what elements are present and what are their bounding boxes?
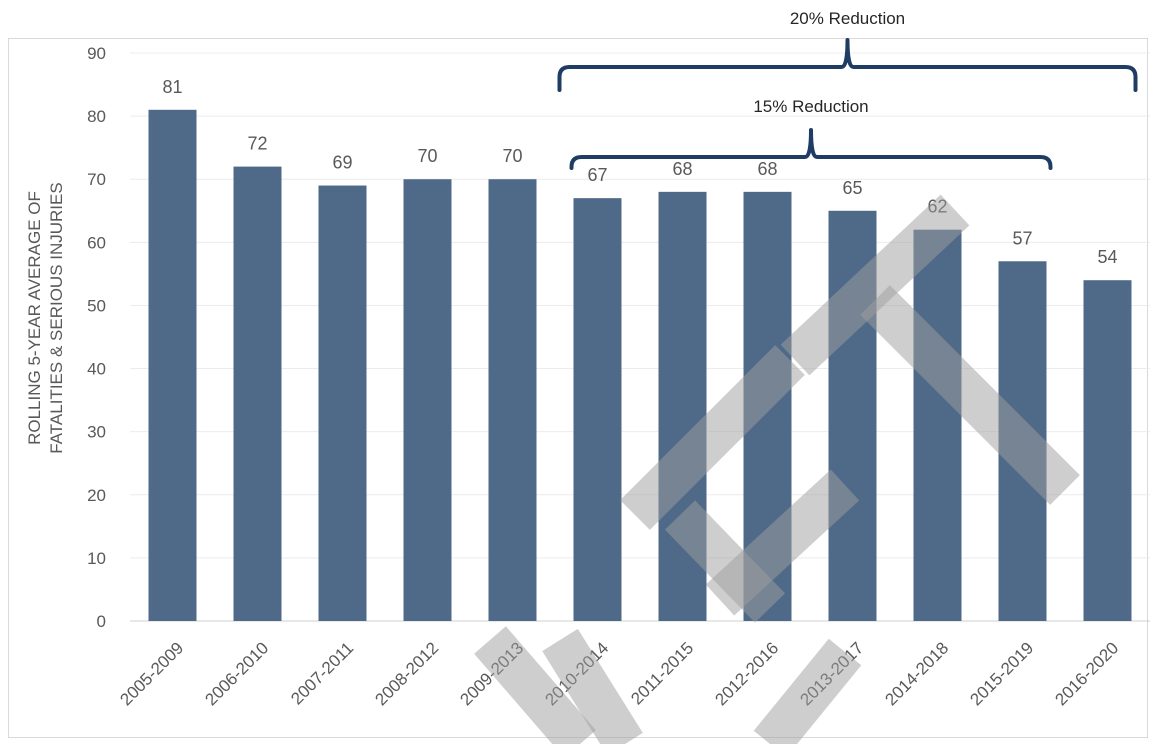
y-axis-label-line-1: ROLLING 5-YEAR AVERAGE OF [25, 191, 44, 445]
gridlines [130, 52, 1150, 622]
bar [233, 166, 282, 621]
data-label: 54 [1097, 247, 1117, 267]
x-tick-label: 2008-2012 [371, 638, 442, 709]
data-label: 81 [162, 77, 182, 97]
bar [403, 179, 452, 621]
watermark-stroke [542, 628, 643, 744]
y-tick-label: 30 [87, 423, 106, 442]
data-label: 65 [842, 178, 862, 198]
y-tick-label: 40 [87, 360, 106, 379]
x-tick-label: 2007-2011 [287, 638, 357, 708]
x-tick-label: 2016-2020 [1051, 638, 1122, 709]
bar [1083, 280, 1132, 621]
data-label: 68 [757, 159, 777, 179]
bar [148, 109, 197, 622]
x-tick-label: 2006-2010 [201, 638, 272, 709]
y-tick-label: 20 [87, 486, 106, 505]
x-tick-label: 2005-2009 [116, 638, 187, 709]
y-axis-ticks: 0 10 20 30 40 50 60 70 80 90 [87, 44, 106, 631]
watermark-stroke [780, 194, 970, 376]
data-label: 68 [672, 159, 692, 179]
x-tick-label: 2012-2016 [711, 638, 782, 709]
y-tick-label: 50 [87, 296, 106, 315]
data-label: 72 [247, 134, 267, 154]
reduction-bracket [569, 128, 1053, 170]
data-label: 70 [417, 146, 437, 166]
bar [488, 179, 537, 621]
data-label: 70 [502, 146, 522, 166]
data-label: 57 [1012, 228, 1032, 248]
data-label: 67 [587, 165, 607, 185]
reduction-annotations: 20% Reduction 15% Reduction [557, 9, 1138, 170]
y-tick-label: 10 [87, 549, 106, 568]
reduction-annotation-label: 15% Reduction [753, 97, 868, 116]
watermark-stroke [620, 345, 805, 530]
bars [148, 109, 1132, 622]
bar [913, 229, 962, 621]
y-axis-label: ROLLING 5-YEAR AVERAGE OF FATALITIES & S… [25, 182, 66, 453]
y-tick-label: 60 [87, 233, 106, 252]
reduction-bracket [557, 38, 1138, 92]
y-tick-label: 90 [87, 44, 106, 63]
x-tick-label: 2014-2018 [881, 638, 952, 709]
watermark-stroke [860, 285, 1080, 505]
watermark-stroke [705, 469, 860, 616]
y-tick-label: 70 [87, 170, 106, 189]
x-tick-label: 2015-2019 [966, 638, 1037, 709]
bar [318, 185, 367, 622]
watermark-stroke [753, 638, 862, 744]
y-axis-label-line-2: FATALITIES & SERIOUS INJURIES [47, 182, 66, 453]
watermark [474, 194, 1080, 744]
bar [573, 198, 622, 621]
data-label: 69 [332, 153, 352, 173]
watermark-stroke [474, 626, 596, 744]
reduction-annotation-label: 20% Reduction [790, 9, 905, 28]
y-tick-label: 80 [87, 107, 106, 126]
y-tick-label: 0 [97, 612, 106, 631]
x-tick-label: 2011-2015 [627, 638, 697, 708]
